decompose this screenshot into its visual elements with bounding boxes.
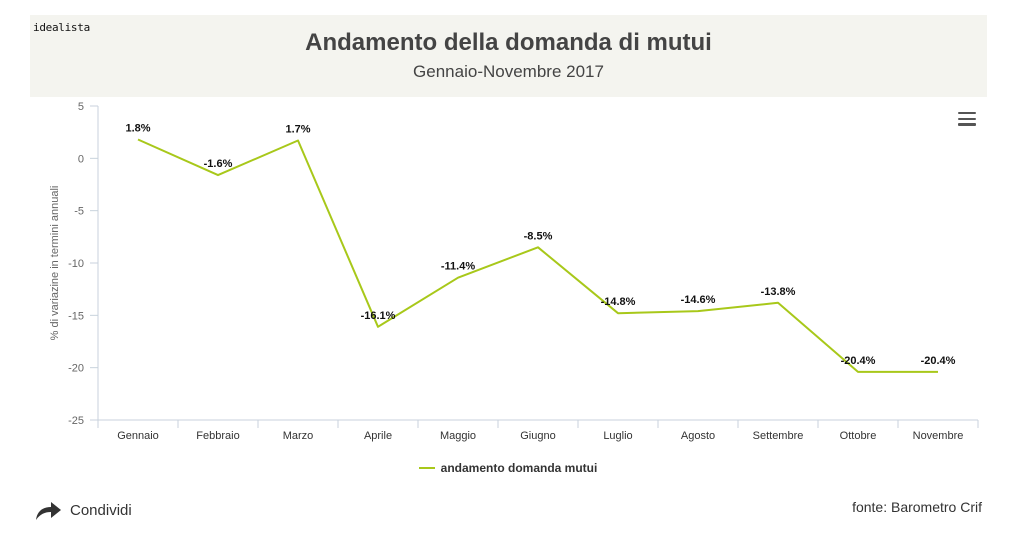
x-tick-label: Giugno <box>520 430 555 442</box>
legend-line-swatch <box>418 467 435 469</box>
chart-header <box>30 15 987 97</box>
y-tick-label: 0 <box>78 153 84 165</box>
menu-bar <box>958 123 976 126</box>
data-label: -20.4% <box>841 355 876 367</box>
data-label: 1.8% <box>125 122 150 134</box>
data-label: -11.4% <box>441 261 475 273</box>
share-button[interactable]: Condividi <box>36 500 132 520</box>
x-tick-label: Febbraio <box>196 430 239 442</box>
y-axis-label: % di variazine in termini annuali <box>49 186 61 341</box>
x-tick-label: Luglio <box>603 430 632 442</box>
x-tick-label: Novembre <box>913 430 964 442</box>
x-tick-label: Settembre <box>753 430 804 442</box>
legend-label: andamento domanda mutui <box>440 461 598 475</box>
y-tick-label: 5 <box>78 101 84 113</box>
x-tick-label: Gennaio <box>117 430 159 442</box>
y-tick-label: -20 <box>68 363 84 375</box>
data-label: 1.7% <box>285 124 310 136</box>
x-tick-label: Maggio <box>440 430 476 442</box>
data-label: -20.4% <box>921 355 956 367</box>
share-label: Condividi <box>70 501 132 519</box>
source-credit: fonte: Barometro Crif <box>852 499 982 515</box>
x-tick-label: Ottobre <box>840 430 877 442</box>
chart-title: Andamento della domanda di mutui <box>305 29 712 56</box>
y-tick-label: -25 <box>68 415 84 427</box>
menu-bar <box>958 112 976 115</box>
data-label: -1.6% <box>204 158 233 170</box>
x-tick-label: Agosto <box>681 430 715 442</box>
brand-logo: idealista <box>33 21 90 34</box>
series-line <box>137 138 938 373</box>
share-arrow-icon <box>36 502 61 520</box>
y-tick-label: -10 <box>68 258 84 270</box>
data-label: -14.6% <box>681 294 716 306</box>
y-tick-label: -15 <box>68 310 84 322</box>
menu-bar <box>958 117 976 120</box>
data-label: -13.8% <box>761 286 796 298</box>
data-label: -8.5% <box>524 230 553 242</box>
x-tick-label: Marzo <box>283 430 314 442</box>
y-tick-label: -5 <box>74 206 84 218</box>
x-tick-label: Aprile <box>364 430 392 442</box>
chart-subtitle: Gennaio-Novembre 2017 <box>413 62 604 81</box>
hamburger-menu-icon[interactable] <box>958 112 976 126</box>
chart-legend: andamento domanda mutui <box>0 461 1016 475</box>
data-label: -14.8% <box>601 296 636 308</box>
data-label: -16.1% <box>361 310 396 322</box>
legend-item[interactable]: andamento domanda mutui <box>418 461 598 475</box>
